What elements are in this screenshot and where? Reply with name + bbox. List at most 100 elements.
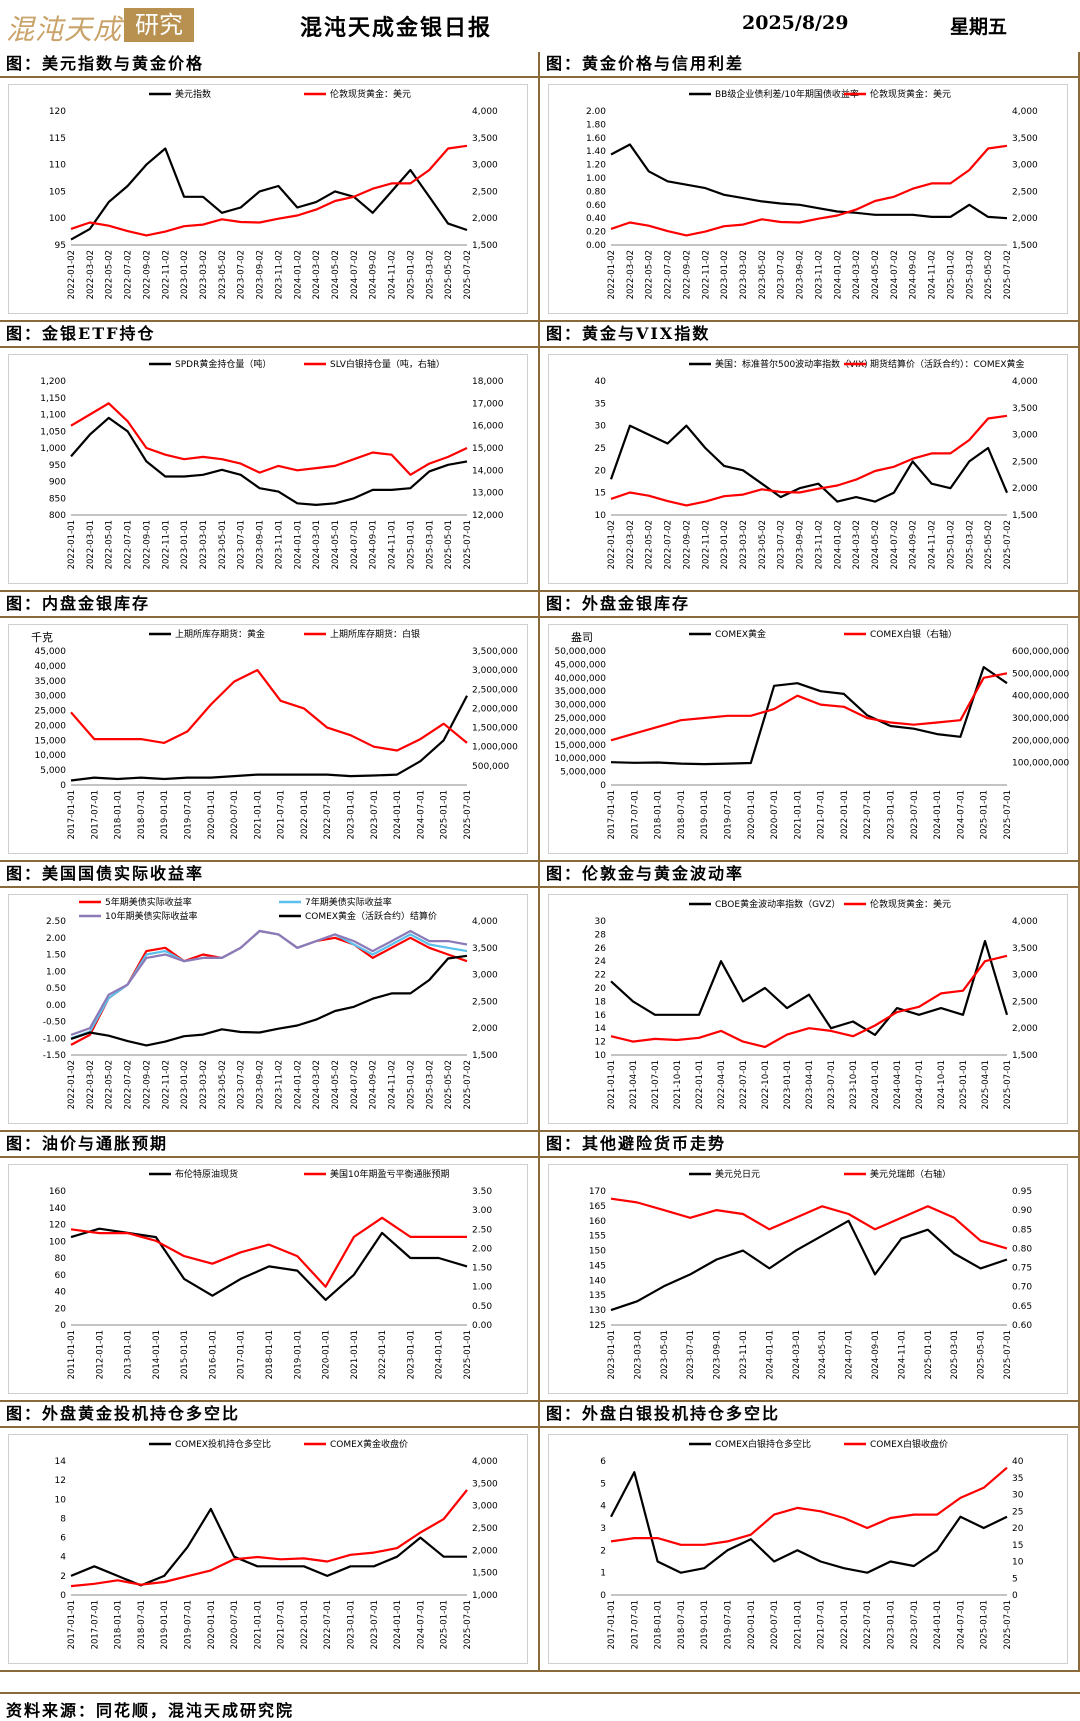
x-tick-label: 2017-07-01 [90,1600,100,1649]
series-line [70,954,468,1047]
y2-tick-label: 3,500 [1012,134,1038,144]
y-tick-label: 1,150 [40,394,66,404]
logo-script-text: 混沌天成 [6,13,123,46]
x-tick-label: 2022-10-01 [761,1060,771,1109]
x-tick-label: 2023-01-02 [180,1060,190,1109]
x-tick-label: 2024-03-02 [852,250,862,299]
x-tick-label: 2018-01-01 [265,1330,275,1379]
report-title: 混沌天成金银日报 [300,15,493,41]
y-tick-label: 0.20 [586,228,606,238]
x-tick-label: 2019-07-01 [723,790,733,839]
series-line [610,1197,1008,1250]
x-tick-label: 2018-01-01 [114,1600,124,1649]
y-tick-label: 900 [49,478,66,488]
chart-title: 图：伦敦金与黄金波动率 [540,862,1078,888]
x-tick-label: 2022-11-02 [161,250,171,299]
x-tick-label: 2025-01-02 [946,250,956,299]
x-tick-label: 2025-01-01 [440,790,450,839]
y-tick-label: 2 [600,1546,606,1556]
x-tick-label: 2011-01-01 [67,1330,77,1379]
chart-svg: 95 100 105 110 115 120 1,500 2,000 2,500 3,000 3,5… [49,88,498,299]
x-tick-label: 2024-07-01 [845,1330,855,1379]
chart-title: 图：美元指数与黄金价格 [0,52,538,78]
y2-tick-label: 2,500 [1012,187,1038,197]
x-tick-label: 2022-09-02 [142,1060,152,1109]
y-tick-label: 30 [595,422,607,432]
x-tick-label: 2022-01-01 [67,520,77,569]
x-tick-label: 2024-01-02 [293,250,303,299]
y2-tick-label: 1,500 [472,241,498,251]
x-tick-label: 2021-07-01 [817,1600,827,1649]
y-tick-label: -1.50 [43,1051,67,1061]
legend-label: 美元兑瑞郎（右轴） [870,1168,951,1180]
y-tick-label: 35,000,000 [554,687,606,697]
y2-tick-label: 1,500,000 [472,724,518,734]
y-tick-label: 10 [55,1495,67,1505]
x-tick-label: 2018-07-01 [677,790,687,839]
x-tick-label: 2022-07-02 [124,250,134,299]
x-tick-label: 2024-07-01 [956,790,966,839]
x-tick-label: 2024-05-02 [871,250,881,299]
y2-tick-label: 3,000 [1012,161,1038,171]
y2-tick-label: 0.65 [1012,1302,1032,1312]
x-tick-label: 2021-01-01 [793,790,803,839]
series-line [610,672,1008,742]
y-tick-label: 160 [589,1217,606,1227]
x-tick-label: 2025-01-02 [406,1060,416,1109]
x-tick-label: 2019-07-01 [723,1600,733,1649]
x-tick-label: 2025-03-02 [425,1060,435,1109]
x-tick-label: 2023-07-01 [237,520,247,569]
y2-tick-label: 20 [1012,1524,1024,1534]
chart-panel-c5: 图：内盘金银库存 0 5,000 10,000 15,000 20,000 25,000 30… [0,592,540,862]
x-tick-label: 2022-07-02 [664,520,674,569]
y-tick-label: 15 [595,489,606,499]
y2-tick-label: 600,000,000 [1012,647,1069,657]
y2-tick-label: 0.80 [1012,1244,1032,1254]
x-tick-label: 2023-11-02 [814,520,824,569]
legend-label: 美元指数 [175,88,211,100]
x-tick-label: 2024-05-02 [331,250,341,299]
x-tick-label: 2025-07-02 [463,1060,473,1109]
x-tick-label: 2024-10-01 [937,1060,947,1109]
y2-tick-label: 5 [1012,1574,1018,1584]
y-tick-label: -1.00 [43,1034,67,1044]
legend-label: COMEX白银收盘价 [870,1438,948,1450]
x-tick-label: 2021-01-01 [253,1600,263,1649]
y2-tick-label: 300,000,000 [1012,714,1069,724]
y-tick-label: 100 [49,1237,66,1247]
x-tick-label: 2022-09-02 [142,250,152,299]
x-tick-label: 2023-01-01 [347,1600,357,1649]
chart-title: 图：金银ETF持仓 [0,322,538,348]
x-tick-label: 2012-01-01 [95,1330,105,1379]
x-tick-label: 2023-01-02 [180,250,190,299]
x-tick-label: 2016-01-01 [208,1330,218,1379]
x-tick-label: 2021-07-01 [277,1600,287,1649]
y-tick-label: 140 [589,1276,606,1286]
y-tick-label: 20,000,000 [554,727,606,737]
x-tick-label: 2019-01-01 [700,790,710,839]
y2-tick-label: 1.50 [472,1264,492,1274]
y2-tick-label: 200,000,000 [1012,736,1069,746]
y2-tick-label: 1,500 [472,1569,498,1579]
x-tick-label: 2024-03-02 [852,520,862,569]
x-tick-label: 2023-09-02 [256,250,266,299]
x-tick-label: 2024-11-02 [388,1060,398,1109]
x-tick-label: 2024-01-01 [933,1600,943,1649]
x-tick-label: 2022-01-01 [300,790,310,839]
x-tick-label: 2019-01-01 [160,790,170,839]
y-tick-label: 8 [60,1514,66,1524]
y2-tick-label: 1.00 [472,1283,492,1293]
y2-tick-label: 4,000 [1012,377,1038,387]
y-tick-label: 130 [589,1306,606,1316]
y2-tick-label: 35 [1012,1474,1023,1484]
x-tick-label: 2025-01-01 [440,1600,450,1649]
x-tick-label: 2025-07-02 [1003,250,1013,299]
y2-tick-label: 0.70 [1012,1283,1032,1293]
y-tick-label: 0.50 [46,984,66,994]
y-tick-label: 5 [600,1479,606,1489]
x-tick-label: 2019-01-01 [293,1330,303,1379]
x-tick-label: 2024-01-02 [833,520,843,569]
x-tick-label: 2025-05-02 [984,250,994,299]
x-tick-label: 2023-01-01 [180,520,190,569]
y-tick-label: 145 [589,1261,606,1271]
